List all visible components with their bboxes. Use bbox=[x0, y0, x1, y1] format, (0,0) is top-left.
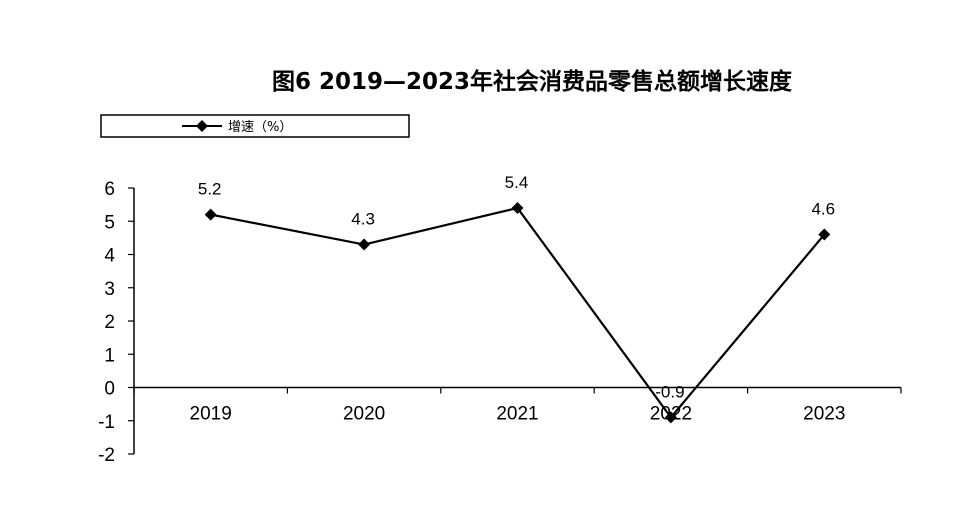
y-tick-labels: 6 5 4 3 2 1 0 -1 -2 bbox=[98, 179, 115, 466]
chart-title: 图6 2019—2023年社会消费品零售总额增长速度 bbox=[272, 68, 793, 95]
x-tick-label: 2020 bbox=[343, 404, 385, 425]
y-tick-label: 1 bbox=[104, 345, 115, 366]
x-tick-label: 2023 bbox=[803, 404, 845, 425]
data-point-marker bbox=[358, 238, 371, 251]
legend-box bbox=[100, 114, 410, 138]
y-tick-label: 0 bbox=[104, 379, 115, 400]
y-tick-label: 2 bbox=[104, 312, 115, 333]
y-tick-label: 5 bbox=[104, 212, 115, 233]
data-point-marker bbox=[511, 201, 524, 214]
x-tick-label: 2021 bbox=[496, 404, 538, 425]
series-line bbox=[210, 206, 826, 420]
data-label: 4.3 bbox=[351, 210, 375, 229]
data-point-marker bbox=[664, 411, 677, 424]
series-growth-rate bbox=[204, 201, 831, 424]
data-point-marker bbox=[204, 208, 217, 221]
data-label: 5.2 bbox=[198, 180, 222, 199]
data-label: -0.9 bbox=[655, 382, 684, 401]
legend-label: 增速（%） bbox=[228, 120, 292, 135]
legend: 增速（%） bbox=[100, 114, 410, 138]
data-label: 5.4 bbox=[505, 173, 529, 192]
y-tick-label: 6 bbox=[104, 179, 115, 200]
y-tick-label: 4 bbox=[104, 246, 115, 267]
y-tick-label: -1 bbox=[98, 412, 115, 433]
x-tick-labels: 20192020202120222023 bbox=[190, 404, 846, 425]
axes bbox=[128, 187, 902, 455]
x-tick-label: 2019 bbox=[190, 404, 232, 425]
data-point-marker bbox=[818, 228, 831, 241]
y-tick-label: 3 bbox=[104, 279, 115, 300]
data-label: 4.6 bbox=[811, 200, 835, 219]
data-labels: 5.2 4.3 5.4 -0.9 4.6 bbox=[198, 173, 835, 401]
legend-diamond-marker bbox=[196, 120, 208, 132]
y-tick-label: -2 bbox=[98, 445, 115, 466]
